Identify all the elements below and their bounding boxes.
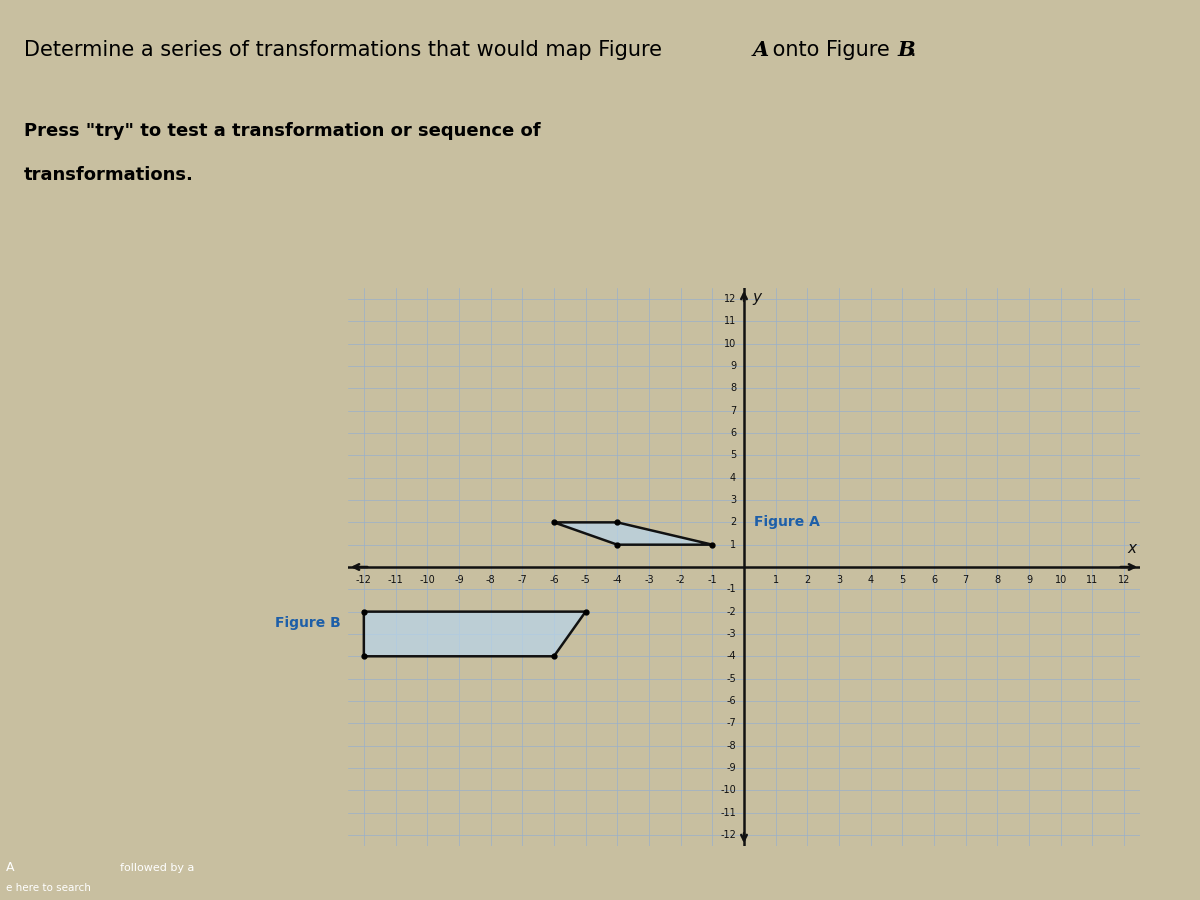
Text: -8: -8: [726, 741, 736, 751]
Text: -8: -8: [486, 575, 496, 585]
Text: -3: -3: [726, 629, 736, 639]
Text: 9: 9: [730, 361, 736, 371]
Text: onto Figure: onto Figure: [766, 40, 896, 60]
Text: -1: -1: [726, 584, 736, 594]
Text: -10: -10: [720, 785, 736, 796]
Text: 4: 4: [730, 472, 736, 482]
Text: Determine a series of transformations that would map Figure: Determine a series of transformations th…: [24, 40, 668, 60]
Text: -11: -11: [720, 807, 736, 817]
Text: -3: -3: [644, 575, 654, 585]
Text: e here to search: e here to search: [6, 883, 91, 893]
Text: 2: 2: [730, 518, 736, 527]
Text: y: y: [752, 290, 761, 305]
Polygon shape: [364, 612, 586, 656]
Text: 4: 4: [868, 575, 874, 585]
Text: Press "try" to test a transformation or sequence of: Press "try" to test a transformation or …: [24, 122, 541, 140]
Text: -7: -7: [726, 718, 736, 728]
Text: -12: -12: [356, 575, 372, 585]
Text: 12: 12: [724, 294, 736, 304]
Text: 6: 6: [730, 428, 736, 438]
Text: -2: -2: [676, 575, 685, 585]
Text: A: A: [6, 861, 14, 874]
Polygon shape: [554, 522, 713, 544]
Text: 7: 7: [962, 575, 968, 585]
Text: 8: 8: [995, 575, 1001, 585]
Text: -4: -4: [726, 652, 736, 662]
Text: 12: 12: [1118, 575, 1130, 585]
Text: 5: 5: [899, 575, 906, 585]
Text: 6: 6: [931, 575, 937, 585]
Text: Figure A: Figure A: [754, 516, 820, 529]
Text: 5: 5: [730, 450, 736, 461]
Text: 1: 1: [773, 575, 779, 585]
Text: 8: 8: [730, 383, 736, 393]
Text: transformations.: transformations.: [24, 166, 194, 184]
Text: 1: 1: [730, 540, 736, 550]
Text: 2: 2: [804, 575, 810, 585]
Text: -12: -12: [720, 830, 736, 840]
Text: -5: -5: [726, 673, 736, 684]
Text: 3: 3: [730, 495, 736, 505]
Text: -6: -6: [726, 696, 736, 706]
Text: -9: -9: [454, 575, 463, 585]
Text: -4: -4: [612, 575, 622, 585]
Text: -1: -1: [708, 575, 718, 585]
Text: -5: -5: [581, 575, 590, 585]
Text: -11: -11: [388, 575, 403, 585]
Text: -6: -6: [550, 575, 559, 585]
Text: followed by a: followed by a: [120, 863, 194, 873]
Text: 11: 11: [1086, 575, 1099, 585]
Text: -7: -7: [517, 575, 527, 585]
Text: x: x: [1128, 541, 1136, 556]
Text: Figure B: Figure B: [275, 616, 341, 630]
Text: 7: 7: [730, 406, 736, 416]
Text: B: B: [898, 40, 916, 60]
Text: 10: 10: [1055, 575, 1067, 585]
Text: .: .: [910, 40, 917, 60]
Text: 9: 9: [1026, 575, 1032, 585]
Text: -9: -9: [726, 763, 736, 773]
Text: -2: -2: [726, 607, 736, 616]
Text: -10: -10: [419, 575, 436, 585]
Text: 3: 3: [836, 575, 842, 585]
Text: A: A: [752, 40, 769, 60]
Text: 10: 10: [724, 338, 736, 349]
Text: 11: 11: [724, 317, 736, 327]
